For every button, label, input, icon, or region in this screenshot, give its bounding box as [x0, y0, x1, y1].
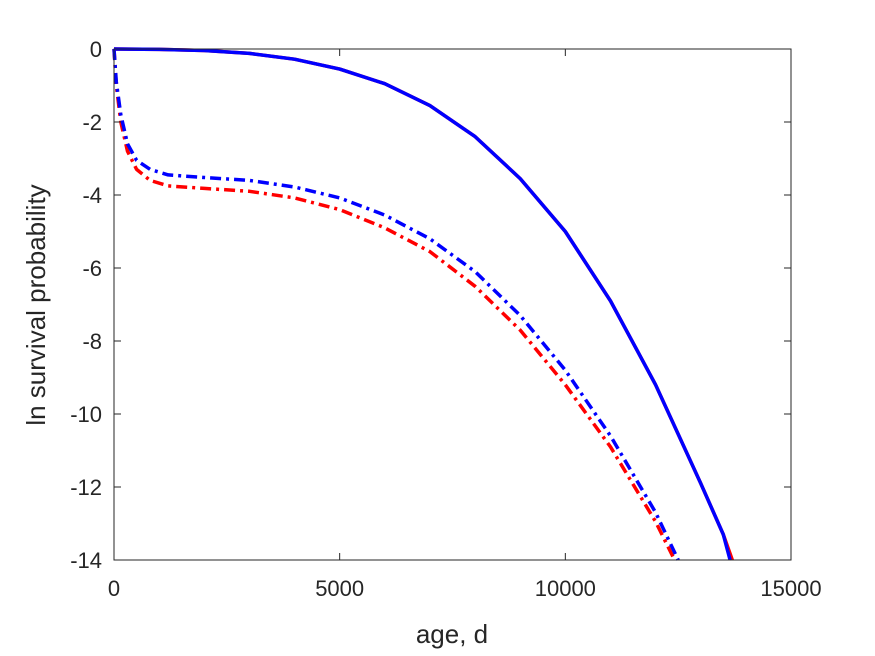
x-tick-label: 5000	[315, 576, 364, 601]
y-tick-label: -4	[82, 183, 102, 208]
y-tick-label: -10	[70, 402, 102, 427]
x-tick-label: 10000	[535, 576, 596, 601]
axes-box	[113, 48, 792, 561]
y-axis-label: ln survival probability	[21, 184, 51, 425]
y-tick-label: -12	[70, 475, 102, 500]
plot-area	[114, 49, 791, 560]
y-tick-label: -6	[82, 256, 102, 281]
series-line-4	[112, 48, 680, 561]
series-layer	[112, 47, 734, 561]
y-tick-label: -2	[82, 110, 102, 135]
y-tick-label: -14	[70, 548, 102, 573]
x-tick-label: 0	[108, 576, 120, 601]
x-tick-label: 15000	[760, 576, 821, 601]
y-tick-label: 0	[90, 37, 102, 62]
series-line-3	[112, 48, 677, 561]
x-axis-label: age, d	[416, 619, 488, 649]
tick-layer: 0 5000 10000 15000 0 -2 -4 -6 -8 -10 -12 -14	[70, 37, 821, 601]
y-tick-label: -8	[82, 329, 102, 354]
series-line-2	[113, 47, 732, 561]
